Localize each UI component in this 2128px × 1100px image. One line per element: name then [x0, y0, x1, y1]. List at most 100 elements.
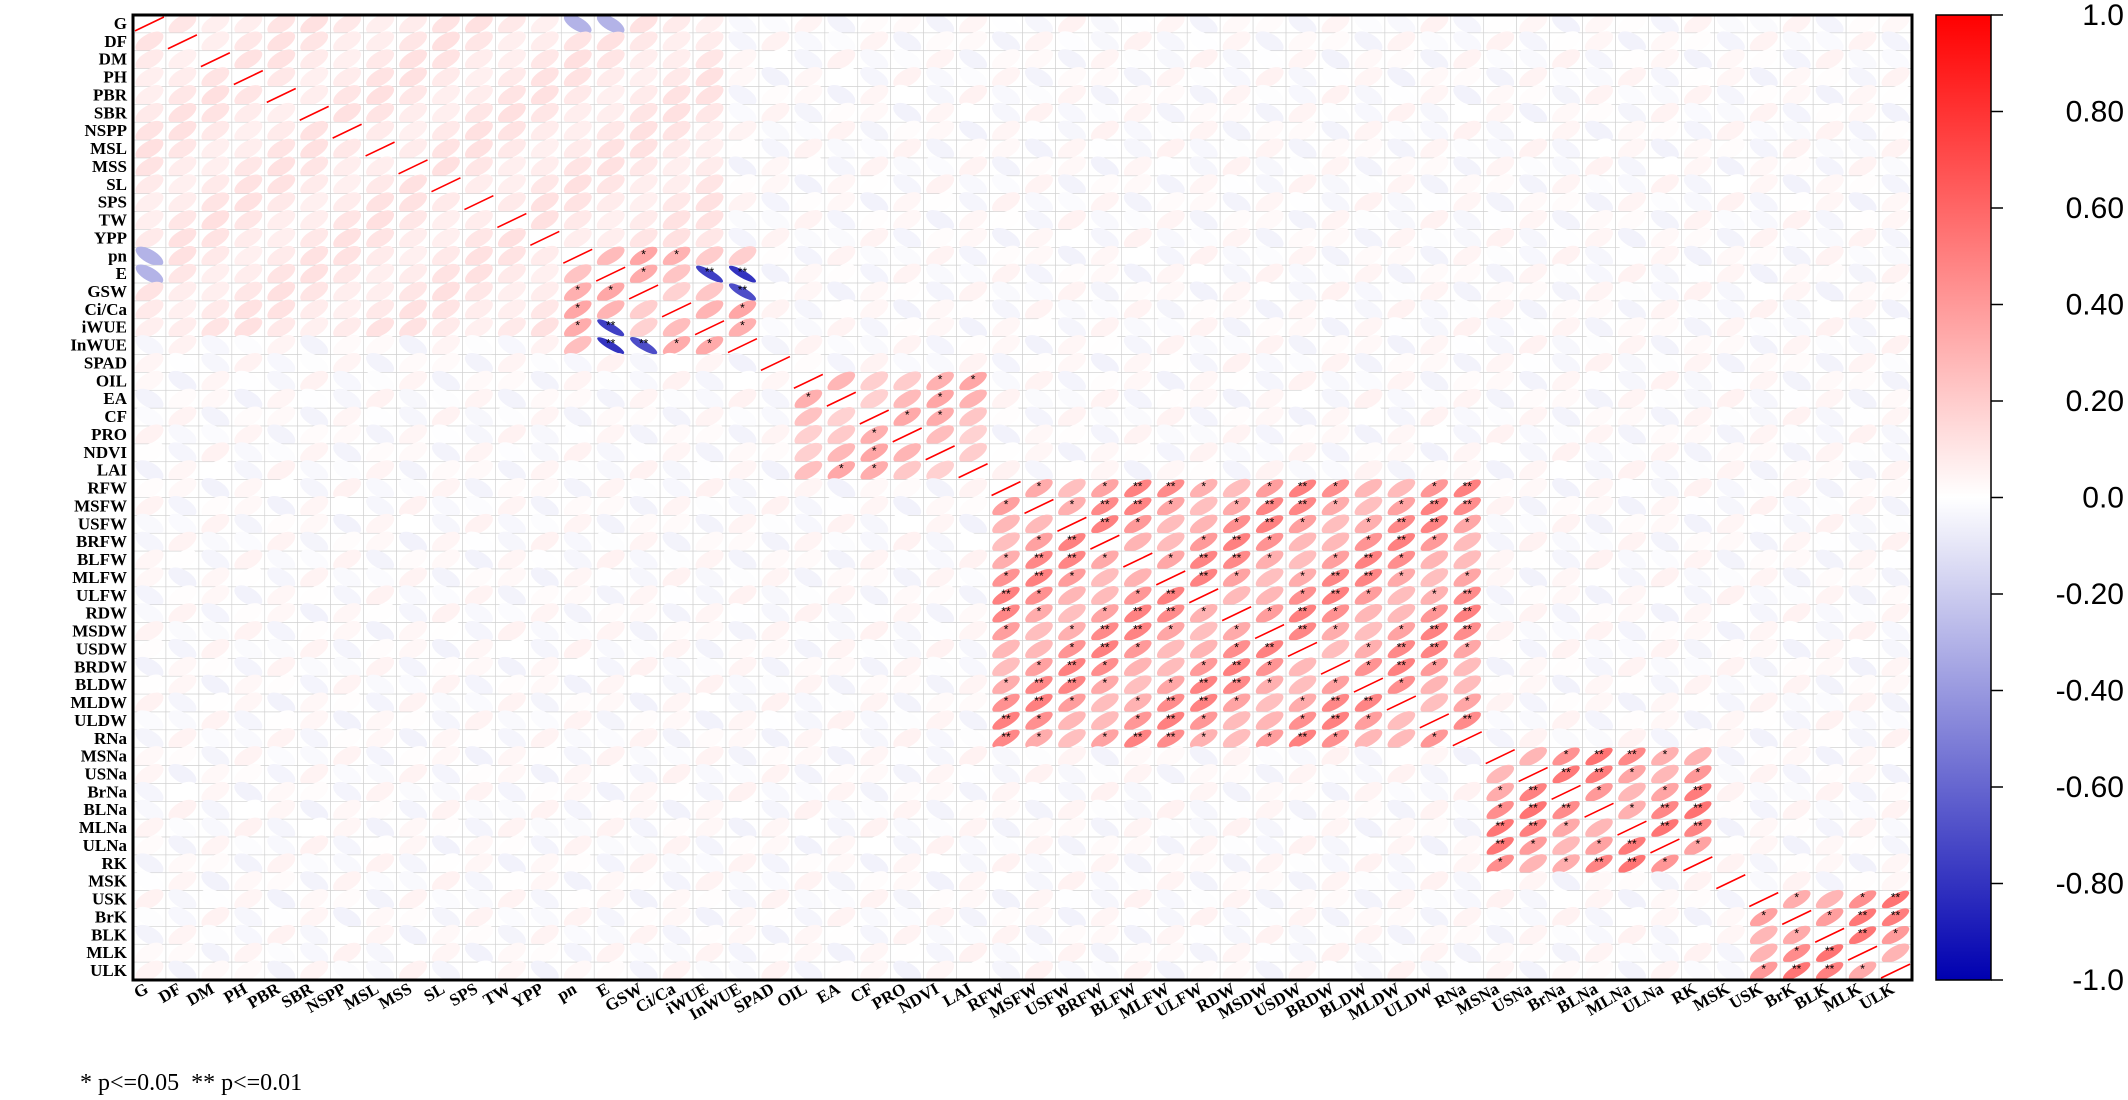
significance-mark: ** — [1463, 605, 1473, 619]
significance-mark: * — [1070, 569, 1075, 583]
correlation-ellipse — [1650, 13, 1679, 35]
correlation-ellipse — [201, 67, 230, 88]
correlation-ellipse — [1354, 67, 1383, 89]
significance-mark: * — [1465, 694, 1470, 708]
correlation-ellipse — [629, 67, 658, 88]
significance-mark: * — [1201, 480, 1206, 494]
significance-mark: * — [1300, 587, 1305, 601]
significance-mark: * — [1300, 569, 1305, 583]
significance-mark: * — [707, 337, 712, 351]
correlation-ellipse — [1090, 13, 1119, 35]
correlation-ellipse — [399, 49, 427, 70]
significance-mark: * — [1366, 533, 1371, 547]
correlation-ellipse — [959, 13, 988, 35]
significance-mark: * — [674, 337, 679, 351]
correlation-ellipse — [761, 49, 790, 71]
correlation-ellipse — [794, 13, 823, 35]
significance-mark: ** — [1100, 640, 1110, 654]
correlation-ellipse — [1387, 49, 1416, 71]
significance-mark: ** — [1133, 497, 1143, 511]
correlation-ellipse — [234, 31, 263, 53]
heatmap-cells: * ** ** *** * *** ** ** *** ** * ** ** ** **** ** * ** ** *… — [132, 13, 1913, 982]
correlation-ellipse — [893, 67, 922, 88]
significance-mark: * — [1267, 533, 1272, 547]
significance-mark: * — [1333, 497, 1338, 511]
correlation-ellipse — [695, 85, 724, 106]
correlation-ellipse — [959, 31, 988, 53]
correlation-ellipse — [1782, 13, 1811, 35]
correlation-ellipse — [1189, 66, 1218, 89]
significance-mark: ** — [1001, 587, 1011, 601]
significance-mark: * — [1366, 712, 1371, 726]
significance-mark: ** — [1232, 658, 1242, 672]
diagonal-mark — [167, 34, 198, 50]
correlation-ellipse — [1716, 13, 1745, 35]
correlation-ellipse — [1354, 31, 1383, 53]
correlation-ellipse — [596, 67, 625, 88]
diagonal-mark — [233, 69, 264, 86]
significance-mark: * — [641, 247, 646, 261]
significance-mark: * — [1465, 569, 1470, 583]
correlation-ellipse — [893, 84, 922, 107]
significance-mark: * — [872, 426, 877, 440]
significance-mark: ** — [1397, 515, 1407, 529]
correlation-ellipse — [1552, 66, 1581, 89]
correlation-ellipse — [300, 49, 329, 71]
significance-mark: * — [872, 444, 877, 458]
significance-mark: * — [1070, 640, 1075, 654]
correlation-ellipse — [926, 31, 955, 53]
significance-mark: * — [1004, 623, 1009, 637]
significance-mark: * — [1103, 730, 1108, 744]
correlation-ellipse — [1453, 49, 1482, 71]
significance-mark: ** — [1331, 569, 1341, 583]
correlation-ellipse — [168, 13, 197, 35]
correlation-ellipse — [431, 85, 460, 106]
significance-mark: ** — [1430, 640, 1440, 654]
significance-mark: ** — [1133, 623, 1143, 637]
correlation-ellipse — [1387, 13, 1416, 35]
correlation-ellipse — [794, 84, 823, 106]
significance-mark: * — [938, 372, 943, 386]
correlation-ellipse — [662, 85, 691, 106]
correlation-ellipse — [464, 13, 493, 35]
correlation-ellipse — [563, 85, 592, 106]
correlation-ellipse — [1321, 66, 1350, 89]
significance-mark: ** — [1001, 605, 1011, 619]
correlation-ellipse — [893, 13, 922, 35]
correlation-ellipse — [728, 49, 757, 71]
significance-mark: * — [1267, 551, 1272, 565]
significance-mark: * — [1564, 748, 1569, 762]
significance-mark: ** — [1133, 480, 1143, 494]
significance-mark: * — [1333, 676, 1338, 690]
significance-mark: ** — [1463, 587, 1473, 601]
correlation-ellipse — [1683, 31, 1712, 53]
significance-mark: * — [1135, 640, 1140, 654]
correlation-ellipse — [234, 13, 263, 35]
correlation-ellipse — [1420, 13, 1449, 35]
correlation-ellipse — [629, 13, 658, 35]
significance-mark: ** — [1561, 765, 1571, 779]
significance-mark: ** — [1067, 533, 1077, 547]
correlation-ellipse — [1683, 66, 1712, 89]
correlation-ellipse — [1519, 13, 1548, 35]
significance-mark: ** — [738, 265, 748, 279]
correlation-ellipse — [1420, 49, 1449, 71]
significance-mark: ** — [1067, 551, 1077, 565]
significance-mark: ** — [1463, 712, 1473, 726]
significance-mark: * — [740, 301, 745, 315]
correlation-ellipse — [1519, 67, 1548, 89]
significance-mark: ** — [1463, 497, 1473, 511]
correlation-ellipse — [794, 49, 823, 71]
significance-mark: * — [1663, 748, 1668, 762]
correlation-ellipse — [596, 14, 625, 34]
correlation-ellipse — [135, 49, 164, 71]
significance-mark: * — [575, 301, 580, 315]
correlation-ellipse — [135, 85, 164, 106]
correlation-ellipse — [860, 84, 889, 106]
correlation-ellipse — [497, 31, 526, 53]
correlation-ellipse — [629, 49, 658, 71]
correlation-ellipse — [893, 31, 922, 53]
correlation-ellipse — [464, 67, 493, 88]
significance-mark: ** — [1397, 640, 1407, 654]
